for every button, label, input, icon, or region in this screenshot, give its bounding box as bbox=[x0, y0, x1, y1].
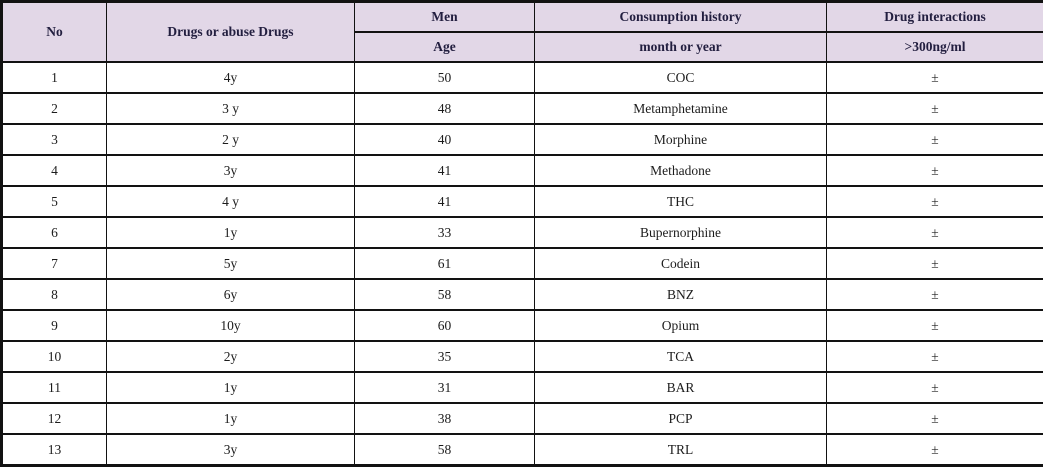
cell-duration: 1y bbox=[107, 372, 355, 403]
cell-interaction: ± bbox=[827, 62, 1043, 93]
cell-no: 1 bbox=[2, 62, 107, 93]
table-body: 1 4y 50 COC ± 2 3 y 48 Metamphetamine ± … bbox=[2, 62, 1043, 466]
table-row: 5 4 y 41 THC ± bbox=[2, 186, 1043, 217]
cell-duration: 1y bbox=[107, 217, 355, 248]
cell-age: 40 bbox=[355, 124, 535, 155]
cell-no: 5 bbox=[2, 186, 107, 217]
cell-interaction: ± bbox=[827, 372, 1043, 403]
cell-duration: 3 y bbox=[107, 93, 355, 124]
cell-interaction: ± bbox=[827, 186, 1043, 217]
table-row: 3 2 y 40 Morphine ± bbox=[2, 124, 1043, 155]
cell-duration: 1y bbox=[107, 403, 355, 434]
header-no: No bbox=[2, 2, 107, 63]
header-row-top: No Drugs or abuse Drugs Men Consumption … bbox=[2, 2, 1043, 33]
table-row: 13 3y 58 TRL ± bbox=[2, 434, 1043, 466]
cell-drug: TRL bbox=[535, 434, 827, 466]
cell-interaction: ± bbox=[827, 248, 1043, 279]
cell-age: 61 bbox=[355, 248, 535, 279]
cell-duration: 10y bbox=[107, 310, 355, 341]
cell-age: 33 bbox=[355, 217, 535, 248]
table-row: 2 3 y 48 Metamphetamine ± bbox=[2, 93, 1043, 124]
cell-drug: Morphine bbox=[535, 124, 827, 155]
cell-drug: BAR bbox=[535, 372, 827, 403]
cell-no: 6 bbox=[2, 217, 107, 248]
drug-consumption-table-container: No Drugs or abuse Drugs Men Consumption … bbox=[0, 0, 1043, 446]
header-threshold-300ngml: >300ng/ml bbox=[827, 32, 1043, 62]
cell-age: 58 bbox=[355, 434, 535, 466]
cell-interaction: ± bbox=[827, 434, 1043, 466]
cell-interaction: ± bbox=[827, 279, 1043, 310]
header-month-or-year: month or year bbox=[535, 32, 827, 62]
cell-age: 35 bbox=[355, 341, 535, 372]
cell-age: 41 bbox=[355, 155, 535, 186]
cell-drug: Bupernorphine bbox=[535, 217, 827, 248]
table-row: 11 1y 31 BAR ± bbox=[2, 372, 1043, 403]
cell-interaction: ± bbox=[827, 403, 1043, 434]
cell-duration: 6y bbox=[107, 279, 355, 310]
table-header: No Drugs or abuse Drugs Men Consumption … bbox=[2, 2, 1043, 63]
cell-age: 48 bbox=[355, 93, 535, 124]
cell-interaction: ± bbox=[827, 155, 1043, 186]
header-consumption-history: Consumption history bbox=[535, 2, 827, 33]
cell-no: 2 bbox=[2, 93, 107, 124]
cell-duration: 2y bbox=[107, 341, 355, 372]
header-age: Age bbox=[355, 32, 535, 62]
cell-age: 58 bbox=[355, 279, 535, 310]
cell-no: 13 bbox=[2, 434, 107, 466]
cell-drug: Metamphetamine bbox=[535, 93, 827, 124]
cell-age: 38 bbox=[355, 403, 535, 434]
table-row: 1 4y 50 COC ± bbox=[2, 62, 1043, 93]
cell-drug: Codein bbox=[535, 248, 827, 279]
cell-no: 7 bbox=[2, 248, 107, 279]
cell-no: 4 bbox=[2, 155, 107, 186]
cell-drug: BNZ bbox=[535, 279, 827, 310]
cell-duration: 4 y bbox=[107, 186, 355, 217]
table-row: 9 10y 60 Opium ± bbox=[2, 310, 1043, 341]
cell-drug: Opium bbox=[535, 310, 827, 341]
table-row: 4 3y 41 Methadone ± bbox=[2, 155, 1043, 186]
header-drugs-or-abuse-drugs: Drugs or abuse Drugs bbox=[107, 2, 355, 63]
cell-drug: PCP bbox=[535, 403, 827, 434]
cell-no: 8 bbox=[2, 279, 107, 310]
table-row: 7 5y 61 Codein ± bbox=[2, 248, 1043, 279]
cell-interaction: ± bbox=[827, 217, 1043, 248]
cell-no: 3 bbox=[2, 124, 107, 155]
header-men: Men bbox=[355, 2, 535, 33]
table-row: 8 6y 58 BNZ ± bbox=[2, 279, 1043, 310]
header-drug-interactions: Drug interactions bbox=[827, 2, 1043, 33]
table-row: 10 2y 35 TCA ± bbox=[2, 341, 1043, 372]
cell-duration: 5y bbox=[107, 248, 355, 279]
cell-interaction: ± bbox=[827, 310, 1043, 341]
cell-age: 31 bbox=[355, 372, 535, 403]
cell-age: 50 bbox=[355, 62, 535, 93]
cell-drug: COC bbox=[535, 62, 827, 93]
table-row: 12 1y 38 PCP ± bbox=[2, 403, 1043, 434]
cell-no: 9 bbox=[2, 310, 107, 341]
cell-duration: 3y bbox=[107, 434, 355, 466]
cell-no: 10 bbox=[2, 341, 107, 372]
cell-drug: TCA bbox=[535, 341, 827, 372]
cell-drug: THC bbox=[535, 186, 827, 217]
cell-age: 41 bbox=[355, 186, 535, 217]
table-row: 6 1y 33 Bupernorphine ± bbox=[2, 217, 1043, 248]
cell-duration: 3y bbox=[107, 155, 355, 186]
cell-no: 12 bbox=[2, 403, 107, 434]
cell-interaction: ± bbox=[827, 341, 1043, 372]
cell-interaction: ± bbox=[827, 124, 1043, 155]
cell-age: 60 bbox=[355, 310, 535, 341]
cell-duration: 4y bbox=[107, 62, 355, 93]
cell-no: 11 bbox=[2, 372, 107, 403]
cell-duration: 2 y bbox=[107, 124, 355, 155]
cell-drug: Methadone bbox=[535, 155, 827, 186]
cell-interaction: ± bbox=[827, 93, 1043, 124]
